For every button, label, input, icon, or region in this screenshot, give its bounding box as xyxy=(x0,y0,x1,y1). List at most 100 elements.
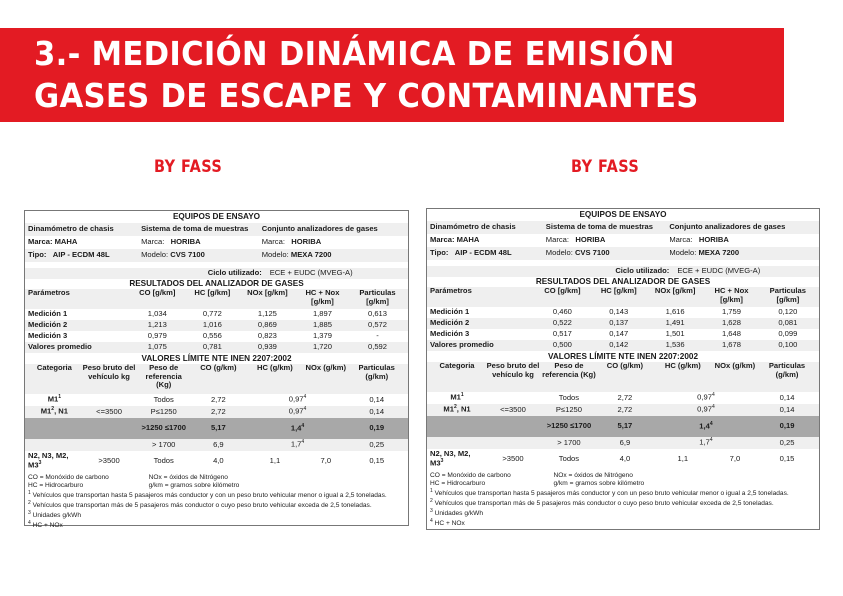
ciclo-row: Ciclo utilizado: ECE + EUDC (MVEG-A) xyxy=(25,268,408,279)
limits-row: M11 Todos 2,72 0,974 0,14 xyxy=(25,394,408,406)
limits-peso-referencia: >1250 ≤1700 xyxy=(546,421,592,431)
limits-peso-referencia: > 1700 xyxy=(151,439,176,449)
results-header: NOx [g/km] xyxy=(247,288,288,297)
results-cell-co: 1,075 xyxy=(147,342,167,352)
limits-header: Particulas (g/km) xyxy=(358,363,395,381)
limits-header: Categoria xyxy=(439,361,475,370)
results-cell-co: 1,034 xyxy=(147,309,167,319)
limits-header: HC (g/km) xyxy=(256,363,293,372)
equipos-headers-row: Dinamómetro de chasis Sistema de toma de… xyxy=(25,223,408,236)
results-cell-hcnox: 1,720 xyxy=(312,342,332,352)
limits-co: 6,9 xyxy=(213,439,224,449)
results-cell-hc: 0,137 xyxy=(609,318,629,328)
limits-category: M11 xyxy=(47,394,62,404)
byline-right: BY FASS xyxy=(571,157,640,177)
limits-particulas: 0,14 xyxy=(369,394,385,404)
marca-label: Marca: xyxy=(430,236,455,245)
note-hc: HC = Hidrocarburo xyxy=(28,481,84,489)
limits-category: N2, N3, M2, M33 xyxy=(430,449,471,468)
title-banner xyxy=(0,28,784,122)
equipos-header: Dinamómetro de chasis xyxy=(28,225,114,234)
limits-hc-nox: 1,44 xyxy=(290,422,305,433)
limits-header: Peso bruto del vehículo kg xyxy=(486,361,540,379)
results-cell-hc: 1,016 xyxy=(202,320,222,330)
modelo-label: Modelo: xyxy=(545,249,573,258)
limits-hc: 1,1 xyxy=(269,455,281,465)
marca-value: HORIBA xyxy=(575,236,606,245)
results-row: Valores promedio 0,500 0,142 1,536 1,678 0,10… xyxy=(427,340,819,351)
results-header: Parámetros xyxy=(28,288,70,297)
limits-row: > 1700 6,9 1,74 0,25 xyxy=(427,437,819,449)
limits-particulas: 0,15 xyxy=(779,453,795,463)
modelo-value: MEXA 7200 xyxy=(698,249,740,258)
resultados-title: RESULTADOS DEL ANALIZADOR DE GASES xyxy=(535,277,711,287)
limits-hc: 1,1 xyxy=(677,453,689,463)
results-cell-hcnox: 1,379 xyxy=(312,331,332,341)
results-cell-co: 0,500 xyxy=(552,340,572,350)
limites-title: VALORES LÍMITE NTE INEN 2207:2002 xyxy=(141,353,292,363)
tipo-value: AIP - ECDM 48L xyxy=(454,249,512,258)
limits-category: M12, N1 xyxy=(443,404,471,414)
results-row: Medición 1 0,460 0,143 1,616 1,759 0,120 xyxy=(427,307,819,318)
equipos-header: Conjunto analizadores de gases xyxy=(261,225,378,234)
emissions-report-left: EQUIPOS DE ENSAYO Dinamómetro de chasis … xyxy=(24,210,409,529)
note-nox: NOx = óxidos de Nitrógeno xyxy=(148,474,228,481)
limits-header-row: Categoria Peso bruto del vehículo kg Pes… xyxy=(25,363,408,394)
results-cell-co: 1,213 xyxy=(147,320,167,330)
limits-co: 2,72 xyxy=(210,394,226,404)
results-header: CO [g/km] xyxy=(544,286,581,295)
equipos-header: Sistema de toma de muestras xyxy=(545,223,653,232)
limites-title: VALORES LÍMITE NTE INEN 2207:2002 xyxy=(548,351,698,361)
equipos-title: EQUIPOS DE ENSAYO xyxy=(579,210,667,220)
modelo-value: MEXA 7200 xyxy=(290,251,332,260)
marca-row: Marca: MAHA Marca: HORIBA Marca: HORIBA xyxy=(25,236,408,249)
results-cell-nox: 0,823 xyxy=(257,331,277,341)
results-cell-part: - xyxy=(376,331,379,341)
note-nox: NOx = óxidos de Nitrógeno xyxy=(553,472,633,479)
ciclo-value: ECE + EUDC (MVEG-A) xyxy=(677,266,761,276)
marca-value: HORIBA xyxy=(170,238,201,247)
equipos-header: Sistema de toma de muestras xyxy=(141,225,249,234)
results-cell-nox: 1,491 xyxy=(665,318,685,328)
limits-co: 2,72 xyxy=(617,404,633,414)
limits-hc-nox: 0,974 xyxy=(697,392,715,402)
results-row-label: Medición 3 xyxy=(28,331,68,341)
modelo-label: Modelo: xyxy=(141,251,169,260)
limits-peso-referencia: > 1700 xyxy=(557,437,581,447)
results-cell-hcnox: 1,678 xyxy=(721,340,741,350)
results-header: HC + Nox [g/km] xyxy=(305,288,340,306)
limits-peso-referencia: Todos xyxy=(153,394,174,404)
results-cell-part: 0,613 xyxy=(367,309,387,319)
results-cell-part: 0,120 xyxy=(778,307,798,317)
results-cell-part: 0,592 xyxy=(367,342,387,352)
limits-row: M11 Todos 2,72 0,974 0,14 xyxy=(427,392,819,404)
results-cell-part: 0,081 xyxy=(778,318,798,328)
marca-label: Marca: xyxy=(28,238,53,247)
limits-particulas: 0,14 xyxy=(779,404,795,414)
note-co: CO = Monóxido de carbono xyxy=(28,474,109,481)
note-gkm: g/km = gramos sobre kilómetro xyxy=(553,479,645,487)
limits-row: N2, N3, M2, M33 >3500 Todos 4,0 1,1 7,0 0,15 xyxy=(25,451,408,471)
limits-category: M11 xyxy=(450,392,464,402)
modelo-value: CVS 7100 xyxy=(170,251,205,260)
limits-header: Peso de referencia (Kg) xyxy=(145,363,182,390)
ciclo-label: Ciclo utilizado: xyxy=(615,266,670,276)
limits-particulas: 0,25 xyxy=(779,437,795,447)
results-header: HC [g/km] xyxy=(600,286,637,295)
limits-header: CO (g/km) xyxy=(200,363,237,372)
results-cell-nox: 1,501 xyxy=(665,329,685,339)
limits-header-row: Categoria Peso bruto del vehículo kg Pes… xyxy=(427,361,819,392)
results-header: HC + Nox [g/km] xyxy=(714,286,749,304)
results-cell-hcnox: 1,628 xyxy=(721,318,741,328)
limits-particulas: 0,19 xyxy=(369,423,385,433)
limits-row: N2, N3, M2, M33 >3500 Todos 4,0 1,1 7,0 0,15 xyxy=(427,449,819,469)
emissions-report-right: EQUIPOS DE ENSAYO Dinamómetro de chasis … xyxy=(426,208,820,530)
limits-header: NOx (g/km) xyxy=(305,363,347,372)
results-row-label: Medición 1 xyxy=(430,307,470,317)
results-cell-hcnox: 1,897 xyxy=(312,309,332,319)
marca-label: Marca: xyxy=(141,238,165,247)
marca-value: HORIBA xyxy=(698,236,729,245)
note-3: Unidades g/kWh xyxy=(32,512,82,520)
limits-header: Peso de referencia (Kg) xyxy=(542,361,596,379)
note-3: Unidades g/kWh xyxy=(434,510,484,518)
